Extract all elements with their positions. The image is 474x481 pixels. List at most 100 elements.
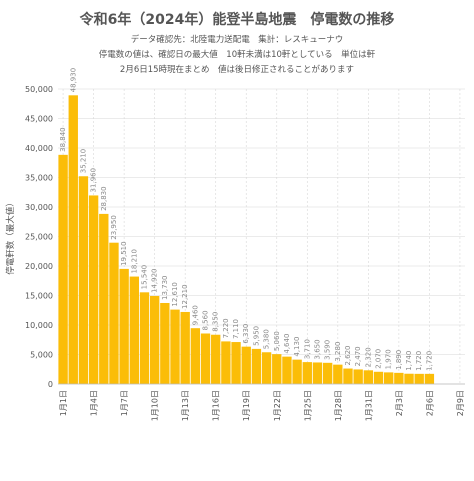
data-label: 3,590 <box>324 340 332 360</box>
bar <box>109 242 119 384</box>
data-label: 7,220 <box>222 318 230 338</box>
data-label: 1,970 <box>385 349 393 369</box>
data-label: 12,210 <box>181 284 189 309</box>
bar <box>58 154 68 384</box>
y-tick-label: 15,000 <box>25 292 53 301</box>
bar <box>282 356 292 384</box>
bar <box>261 352 272 384</box>
bar <box>149 295 160 384</box>
x-tick-label: 1月13日 <box>181 390 190 421</box>
x-tick-label: 2月6日 <box>425 390 434 416</box>
data-label: 5,950 <box>252 326 260 346</box>
x-tick-label: 1月19日 <box>242 390 251 421</box>
data-label: 13,730 <box>161 275 169 300</box>
y-tick-label: 35,000 <box>25 174 53 183</box>
data-label: 2,070 <box>375 349 383 369</box>
bar <box>404 373 414 384</box>
chart-subtitle-date: 2月6日15時現在まとめ 値は後日修正されることがあります <box>119 65 355 75</box>
data-label: 1,890 <box>395 350 403 370</box>
data-label: 12,610 <box>171 282 179 307</box>
bar <box>312 362 323 384</box>
bar <box>231 342 241 384</box>
bar <box>139 292 150 384</box>
y-tick-label: 20,000 <box>25 262 53 271</box>
y-tick-label: 5,000 <box>30 351 53 360</box>
bar <box>241 346 251 384</box>
data-label: 6,330 <box>242 324 250 344</box>
bar <box>99 213 109 384</box>
x-tick-label: 1月7日 <box>120 390 129 416</box>
y-tick-label: 40,000 <box>25 144 53 153</box>
data-label: 14,920 <box>151 268 159 293</box>
x-tick-label: 2月9日 <box>456 390 465 416</box>
data-label: 35,210 <box>79 149 87 174</box>
data-label: 1,720 <box>415 351 423 371</box>
data-label: 5,380 <box>263 329 271 349</box>
data-label: 8,350 <box>212 312 220 332</box>
data-label: 3,710 <box>303 339 311 359</box>
bar <box>78 176 89 384</box>
bar <box>292 359 302 384</box>
bar <box>170 309 180 384</box>
data-label: 38,840 <box>59 127 67 152</box>
data-label: 2,470 <box>354 346 362 366</box>
data-label: 7,110 <box>232 319 240 339</box>
x-tick-label: 1月1日 <box>59 390 68 416</box>
bar <box>333 364 343 384</box>
x-tick-label: 1月25日 <box>303 390 312 421</box>
data-label: 18,210 <box>130 249 138 274</box>
x-tick-label: 1月4日 <box>90 390 99 416</box>
bar <box>373 371 384 384</box>
chart-title: 令和6年（2024年）能登半島地震 停電数の推移 <box>79 12 395 28</box>
x-tick-label: 1月28日 <box>334 390 343 421</box>
bar <box>68 95 78 385</box>
bar <box>180 311 190 384</box>
bar <box>251 348 262 384</box>
data-label: 48,930 <box>69 68 77 93</box>
y-tick-label: 25,000 <box>25 233 53 242</box>
y-axis-label: 停電軒数（最大値） <box>5 198 16 275</box>
x-tick-label: 1月10日 <box>151 390 160 421</box>
data-label: 2,620 <box>344 345 352 365</box>
y-tick-label: 0 <box>48 380 53 389</box>
x-tick-label: 1月22日 <box>273 390 282 421</box>
data-label: 1,740 <box>405 351 413 371</box>
bar <box>414 373 424 384</box>
bar <box>353 369 363 384</box>
data-label: 23,950 <box>110 215 118 240</box>
bar <box>88 195 99 384</box>
data-label: 19,510 <box>120 241 128 266</box>
data-label: 3,280 <box>334 342 342 362</box>
bar <box>221 341 231 384</box>
data-label: 8,560 <box>202 310 210 330</box>
bar <box>343 368 353 384</box>
x-tick-label: 1月16日 <box>212 390 221 421</box>
bar <box>129 276 139 384</box>
bar <box>160 302 170 384</box>
data-label: 4,130 <box>293 337 301 357</box>
x-tick-label: 2月3日 <box>395 390 404 416</box>
bar <box>302 362 312 384</box>
y-tick-label: 50,000 <box>25 85 53 94</box>
bar <box>424 373 435 384</box>
bar <box>119 268 129 384</box>
y-tick-label: 10,000 <box>25 321 53 330</box>
bar <box>322 362 333 384</box>
y-tick-label: 30,000 <box>25 203 53 212</box>
data-label: 9,460 <box>191 305 199 325</box>
data-label: 3,650 <box>313 339 321 359</box>
bar <box>394 372 404 384</box>
data-label: 28,830 <box>100 186 108 211</box>
bar <box>363 370 374 384</box>
data-label: 31,960 <box>90 168 98 193</box>
chart-subtitle-note: 停電数の値は、確認日の最大値 10軒未満は10軒としている 単位は軒 <box>98 50 376 60</box>
x-tick-label: 1月31日 <box>364 390 373 421</box>
bar <box>272 354 282 384</box>
y-tick-label: 45,000 <box>25 115 53 124</box>
bar <box>211 334 221 384</box>
bar <box>384 372 394 384</box>
bar <box>190 328 201 384</box>
data-label: 5,060 <box>273 331 281 351</box>
